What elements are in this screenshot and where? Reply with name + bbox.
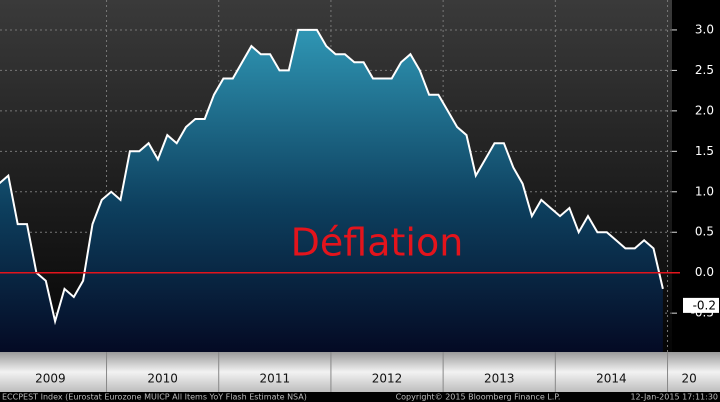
x-tick-label: 2010 xyxy=(147,372,178,386)
x-tick-label: 20 xyxy=(682,372,697,386)
y-tick-label: 0.5 xyxy=(695,225,714,239)
x-tick-label: 2014 xyxy=(596,372,627,386)
x-tick-label: 2011 xyxy=(260,372,291,386)
y-tick-label: 2.5 xyxy=(695,63,714,77)
footer-right: 12-Jan-2015 17:11:30 xyxy=(630,393,718,402)
x-tick-label: 2013 xyxy=(484,372,515,386)
area xyxy=(0,29,663,352)
line xyxy=(0,28,664,326)
footer-center: Copyright© 2015 Bloomberg Finance L.P. xyxy=(396,393,561,402)
x-axis-strip xyxy=(0,352,720,392)
y-tick-label: 0.0 xyxy=(695,265,714,279)
plot xyxy=(0,0,672,352)
x-tick-label: 2009 xyxy=(35,372,66,386)
y-tick-label: 1.5 xyxy=(695,144,714,158)
last-value-label: -0.2 xyxy=(693,298,716,312)
x-tick-label: 2012 xyxy=(372,372,403,386)
annotation: Déflation xyxy=(291,221,464,265)
y-tick-label: 1.0 xyxy=(695,184,714,198)
axis-panel xyxy=(672,0,720,352)
footer-left: ECCPEST Index (Eurostat Eurozone MUICP A… xyxy=(2,393,307,402)
footer-bar xyxy=(0,392,720,402)
y-tick-label: 2.0 xyxy=(695,103,714,117)
y-tick-label: 3.0 xyxy=(695,22,714,36)
last-value-box xyxy=(683,297,719,313)
